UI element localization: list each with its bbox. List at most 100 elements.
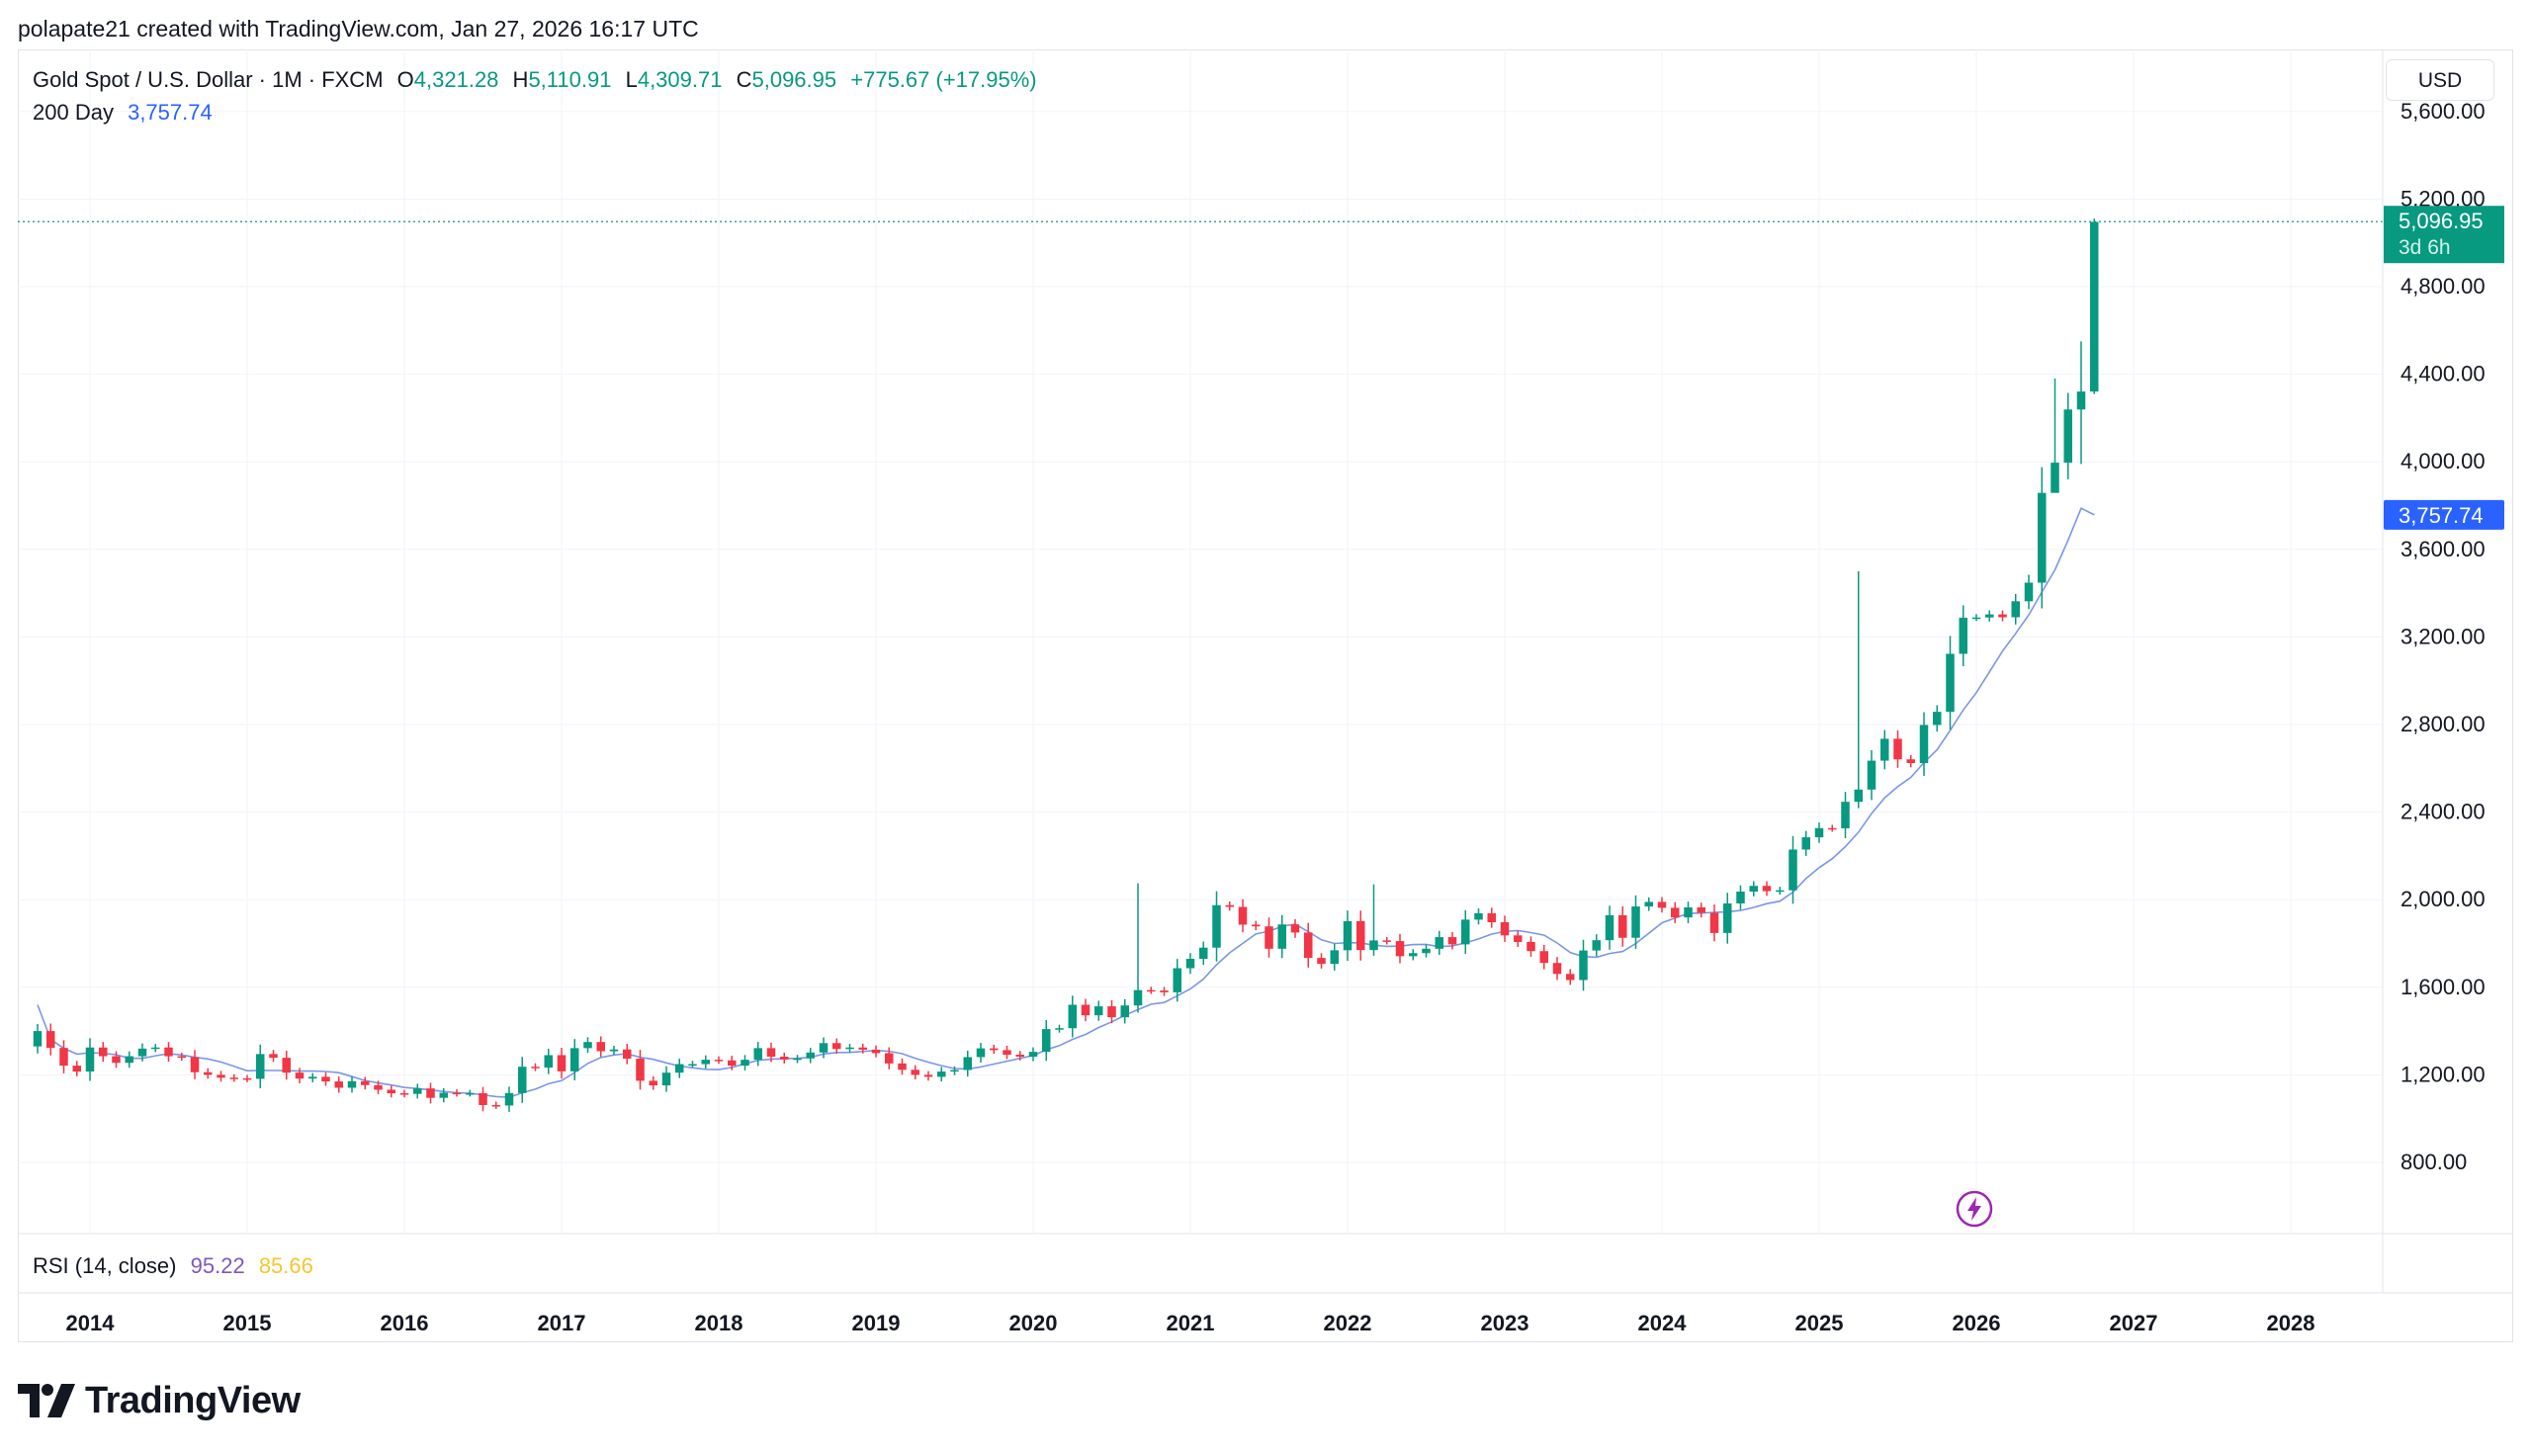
candle-body [1801, 837, 1810, 850]
candle-body [1409, 953, 1418, 957]
candle-body [557, 1055, 567, 1071]
candles [18, 218, 2383, 1112]
rsi-value: 95.22 [190, 1253, 245, 1278]
candle-body [504, 1092, 514, 1106]
candle-body [256, 1054, 265, 1079]
candle-body [649, 1080, 657, 1086]
tradingview-logo-text: TradingView [85, 1379, 301, 1421]
rsi-ma-value: 85.66 [258, 1253, 313, 1278]
ma-line [37, 507, 2095, 1098]
candle-body [806, 1052, 815, 1059]
candle-body [1028, 1052, 1038, 1058]
candle-body [1094, 1006, 1103, 1016]
candle-body [33, 1031, 43, 1047]
candle-body [466, 1093, 475, 1095]
ma-price-badge-bg [2384, 499, 2504, 530]
symbol-title: Gold Spot / U.S. Dollar · 1M · FXCM [33, 67, 384, 92]
candle-body [1946, 653, 1955, 713]
candle-body [1959, 617, 1967, 654]
candle-body [518, 1067, 527, 1093]
x-tick-label: 2017 [538, 1311, 586, 1335]
rsi-label: RSI (14, close) [33, 1253, 177, 1278]
x-tick-label: 2020 [1009, 1311, 1058, 1335]
candle-body [1697, 906, 1705, 913]
tradingview-logo[interactable]: TradingView [18, 1379, 301, 1422]
x-tick-label: 2016 [381, 1311, 429, 1335]
candle-body [570, 1048, 579, 1071]
close-key: C [736, 67, 752, 92]
candle-body [452, 1092, 462, 1095]
candle-body [898, 1063, 907, 1071]
candle-body [1919, 725, 1929, 763]
candle-body [190, 1057, 200, 1072]
candle-body [1657, 901, 1667, 908]
candle-body [46, 1031, 55, 1049]
ma-value: 3,757.74 [128, 100, 213, 125]
candle-body [1906, 759, 1915, 763]
candle-body [819, 1043, 829, 1053]
candle-body [1173, 968, 1181, 992]
candle-body [2063, 409, 2072, 464]
candle-body [950, 1070, 959, 1072]
candle-body [164, 1047, 173, 1057]
x-tick-label: 2028 [2267, 1311, 2315, 1335]
candle-body [1160, 990, 1169, 992]
candle-body [387, 1089, 395, 1094]
x-tick-label: 2014 [66, 1311, 116, 1335]
open-key: O [396, 67, 414, 92]
candle-body [1447, 937, 1457, 945]
y-tick-label: 4,400.00 [2400, 362, 2486, 386]
candle-body [125, 1056, 133, 1064]
candle-body [1723, 902, 1732, 933]
symbol-legend: Gold Spot / U.S. Dollar · 1M · FXCM O4,3… [33, 67, 1045, 93]
x-tick-label: 2019 [852, 1311, 901, 1335]
candle-body [661, 1072, 671, 1086]
candle-body [1395, 941, 1405, 957]
candle-body [1265, 926, 1273, 949]
candle-body [609, 1049, 619, 1052]
candle-body [282, 1058, 291, 1073]
candle-body [1776, 890, 1785, 893]
candle-body [1514, 935, 1523, 942]
candle-body [688, 1064, 697, 1067]
candle-body [2038, 492, 2047, 583]
currency-button[interactable]: USD [2386, 59, 2494, 101]
candle-body [1042, 1029, 1051, 1053]
candle-body [72, 1066, 81, 1072]
ma-label: 200 Day [33, 100, 114, 125]
candle-body [1998, 614, 2007, 618]
candle-body [229, 1077, 238, 1079]
candle-body [1133, 989, 1143, 1006]
y-tick-label: 5,600.00 [2400, 99, 2486, 124]
candle-body [937, 1071, 946, 1077]
chart-caption: polapate21 created with TradingView.com,… [18, 16, 699, 42]
candle-body [1107, 1006, 1116, 1018]
candle-body [1055, 1028, 1064, 1030]
open-value: 4,321.28 [413, 67, 499, 92]
candle-body [596, 1042, 605, 1052]
candle-body [1605, 914, 1615, 941]
candle-body [1081, 1004, 1091, 1016]
candle-body [1709, 912, 1719, 933]
candle-body [1828, 827, 1837, 830]
candle-body [714, 1060, 724, 1062]
candle-body [1736, 892, 1745, 903]
candle-body [976, 1048, 986, 1058]
candle-body [2090, 221, 2099, 392]
candle-body [1252, 924, 1261, 927]
candle-body [1015, 1055, 1024, 1058]
candle-body [85, 1047, 95, 1072]
candle-body [1841, 802, 1850, 828]
candle-body [636, 1059, 645, 1081]
ma-legend[interactable]: 200 Day 3,757.74 [33, 100, 220, 126]
candle-body [334, 1081, 343, 1088]
candle-body [1684, 906, 1693, 918]
candle-body [361, 1080, 370, 1085]
lightning-icon[interactable] [1956, 1190, 1993, 1228]
change-value: +775.67 (+17.95%) [850, 67, 1037, 92]
candle-body [1644, 901, 1653, 907]
rsi-legend[interactable]: RSI (14, close) 95.22 85.66 [33, 1253, 321, 1279]
y-tick-label: 3,600.00 [2400, 537, 2486, 561]
y-tick-label: 4,800.00 [2400, 274, 2486, 299]
